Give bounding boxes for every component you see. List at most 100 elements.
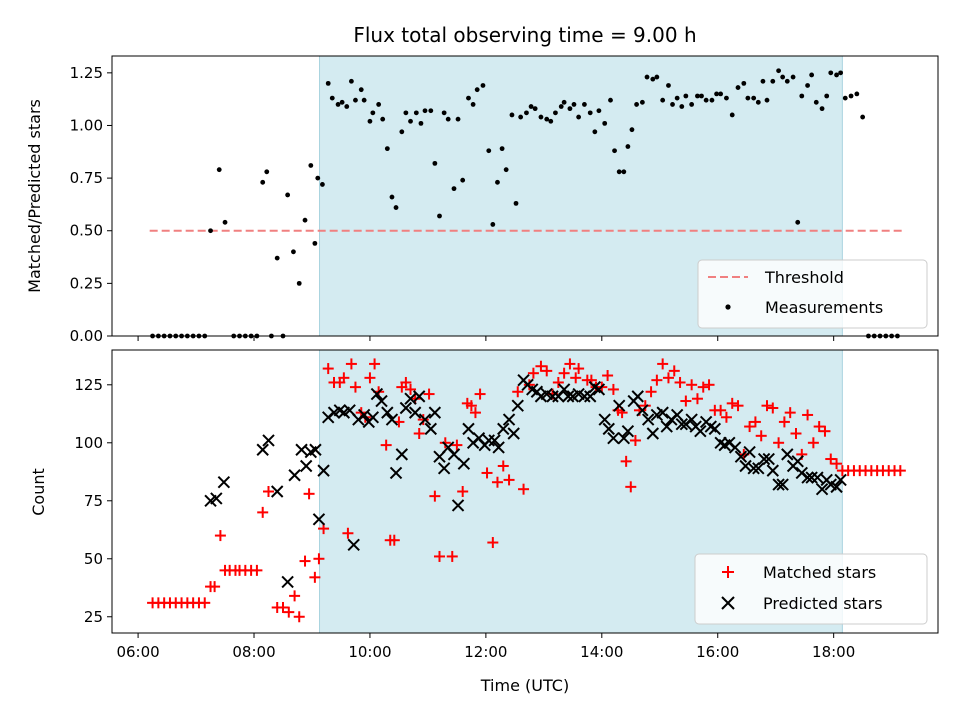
measurement-point <box>348 78 354 84</box>
matched-star-marker <box>527 367 539 379</box>
x-tick-label: 10:00 <box>348 643 391 661</box>
matched-star-marker <box>423 388 435 400</box>
predicted-star-marker <box>747 462 760 475</box>
measurement-point <box>724 95 729 101</box>
predicted-star-marker <box>347 538 360 552</box>
predicted-star-marker <box>299 459 313 473</box>
measurement-point <box>432 160 438 166</box>
measurement-point <box>848 93 854 99</box>
predicted-star-marker <box>507 427 520 440</box>
measurement-point <box>216 167 222 173</box>
matched-star-marker <box>338 372 350 384</box>
predicted-star-marker <box>288 469 301 482</box>
measurement-point <box>741 80 747 86</box>
measurement-point <box>509 112 515 118</box>
predicted-star-marker <box>762 452 775 466</box>
predicted-star-marker <box>357 408 371 422</box>
measurement-point <box>602 120 608 126</box>
ratio-panel: 0.00 0.25 0.50 0.75 1.00 1.25 Flux total obse… <box>25 23 939 345</box>
measurement-point <box>451 186 457 192</box>
measurement-point <box>437 213 442 219</box>
matched-legend-label: Matched stars <box>763 563 876 582</box>
matched-star-marker <box>199 597 211 609</box>
count-legend: Matched stars Predicted stars <box>694 553 928 625</box>
predicted-star-marker <box>772 478 785 491</box>
count-y-axis-label: Count <box>29 468 48 516</box>
measurement-point <box>466 95 471 101</box>
measurement-point <box>222 219 228 225</box>
measurement-point <box>455 116 461 122</box>
matched-star-marker <box>364 372 376 384</box>
matched-star-marker <box>657 358 669 370</box>
measurement-point <box>403 110 409 116</box>
ratio-axes-frame <box>111 55 939 337</box>
predicted-star-marker <box>366 411 380 424</box>
matched-star-marker <box>465 400 477 412</box>
measurement-point <box>695 93 700 99</box>
matched-star-marker <box>434 550 446 562</box>
count-x-ticks: 06:00 08:00 10:00 12:00 14:00 16:00 18:00 <box>116 633 855 661</box>
predicted-star-marker <box>757 452 771 466</box>
count-legend-box <box>694 553 928 625</box>
measurement-point <box>639 99 645 105</box>
predicted-star-marker <box>776 478 789 491</box>
predicted-star-marker <box>791 455 804 468</box>
predicted-star-marker <box>511 399 524 412</box>
measurement-point <box>399 129 405 135</box>
x-tick-label: 12:00 <box>464 643 507 661</box>
predicted-star-marker <box>488 434 501 447</box>
matched-star-marker <box>686 379 698 391</box>
matched-star-marker <box>715 404 727 416</box>
measurement-point <box>824 93 830 99</box>
measurement-point <box>621 169 627 175</box>
predicted-star-marker <box>801 471 814 484</box>
measurement-point <box>860 114 866 120</box>
measurement-point <box>780 74 786 80</box>
measurement-point <box>532 106 538 112</box>
measurement-point <box>208 228 213 234</box>
measurements-points <box>150 68 900 339</box>
matched-star-marker <box>469 407 481 419</box>
count-y-tick-label: 25 <box>84 608 103 626</box>
measurement-point <box>329 95 335 101</box>
measurement-point <box>339 99 345 105</box>
measurement-point <box>644 74 650 80</box>
predicted-star-marker <box>805 471 818 484</box>
matched-star-marker <box>277 601 289 613</box>
predicted-star-marker <box>385 413 399 426</box>
predicted-star-marker <box>451 499 465 512</box>
predicted-star-marker <box>660 420 673 433</box>
predicted-star-marker <box>694 424 707 438</box>
measurement-point <box>274 255 280 261</box>
measurement-point <box>805 83 810 88</box>
matched-star-marker <box>732 400 744 412</box>
predicted-star-marker <box>557 383 571 396</box>
measurement-point <box>548 118 554 124</box>
matched-star-marker <box>726 397 738 409</box>
predicted-star-marker <box>437 462 451 475</box>
count-y-tick-label: 125 <box>74 376 103 394</box>
measurement-point <box>291 249 296 255</box>
measurement-point <box>499 146 505 152</box>
matched-star-marker <box>487 537 499 549</box>
matched-star-marker <box>405 383 417 395</box>
matched-star-marker <box>293 611 305 623</box>
measurement-point <box>842 95 848 101</box>
predicted-star-marker <box>210 492 223 505</box>
matched-star-marker <box>761 400 773 412</box>
x-tick-label: 08:00 <box>232 643 275 661</box>
measurement-point <box>418 120 424 126</box>
matched-star-marker <box>309 571 321 583</box>
predicted-star-marker <box>834 473 847 487</box>
predicted-legend-label: Predicted stars <box>763 594 883 613</box>
predicted-star-marker <box>830 480 843 494</box>
measurement-point <box>445 116 451 122</box>
matched-star-marker <box>703 379 715 391</box>
measurement-point <box>408 118 413 124</box>
predicted-star-marker <box>408 406 422 419</box>
count-axes-frame <box>111 349 939 634</box>
matched-star-marker <box>691 393 703 405</box>
measurement-point <box>650 76 656 82</box>
matched-star-marker <box>289 590 301 602</box>
